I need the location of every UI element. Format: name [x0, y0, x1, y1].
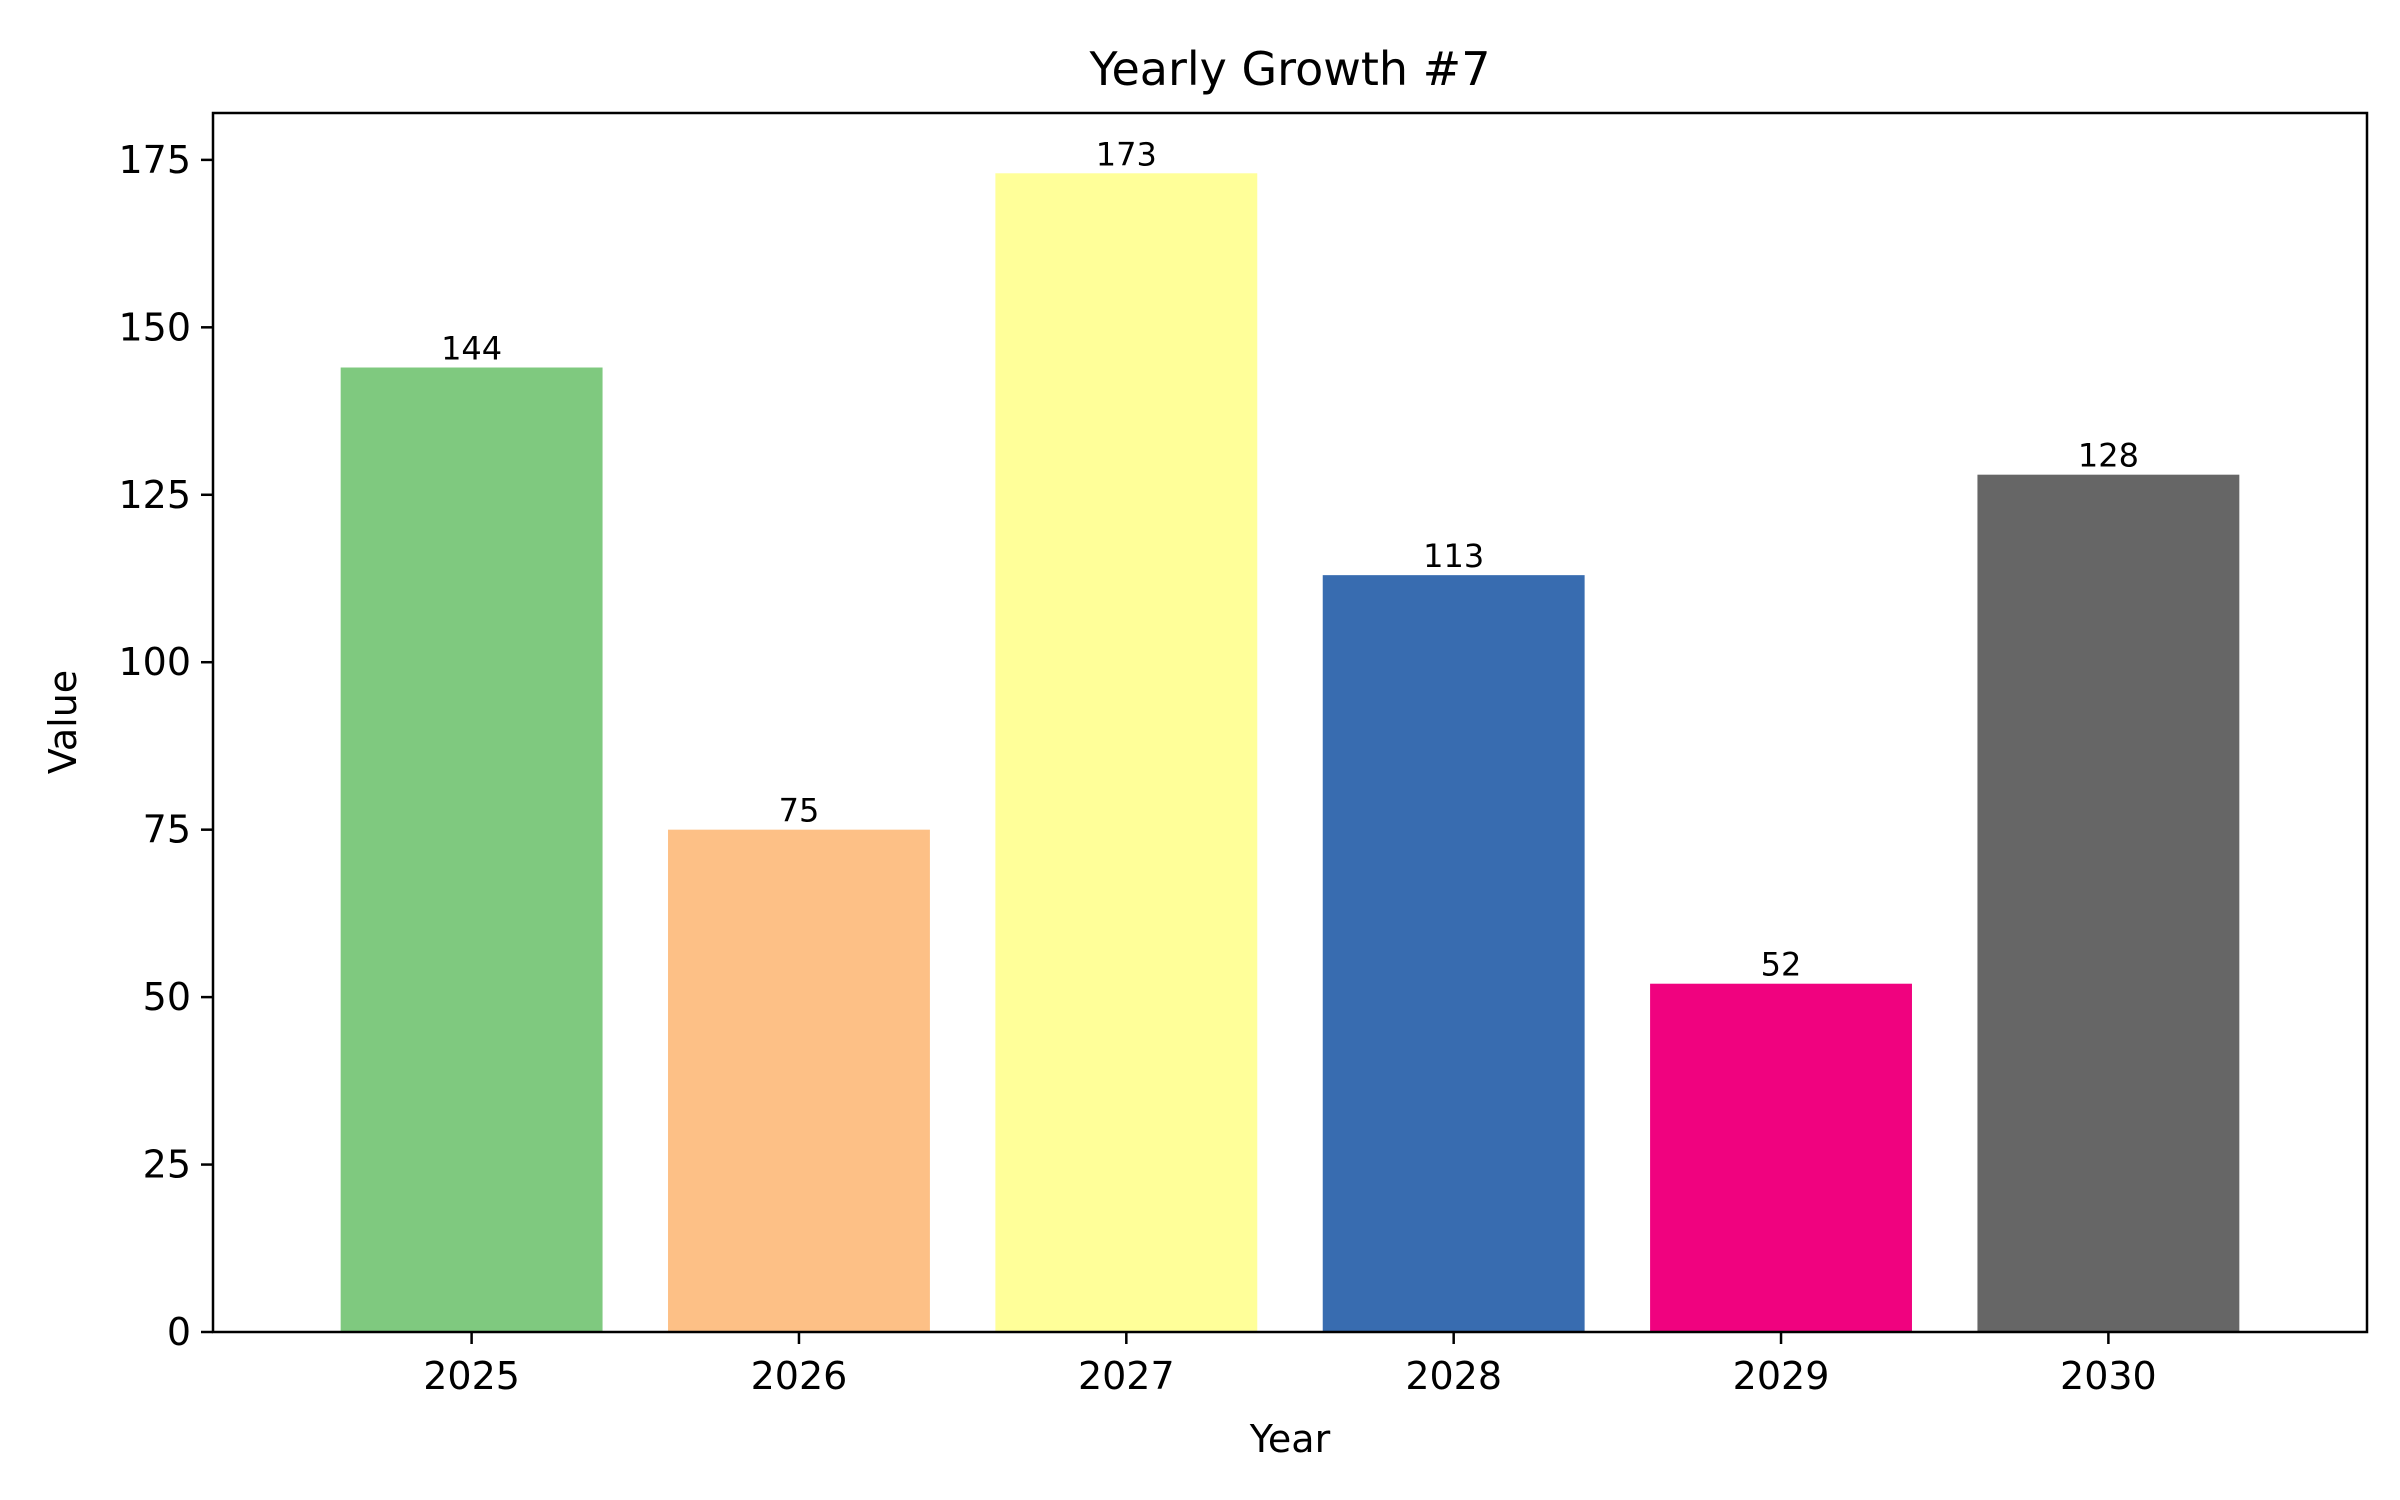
bar-2030: [1977, 474, 2240, 1333]
y-tick-label-50: 50: [143, 975, 191, 1019]
value-labels-layer: 144 75 173 113 52 128: [441, 135, 2139, 983]
y-tick-label-0: 0: [167, 1310, 191, 1354]
y-axis-label: Value: [41, 670, 85, 774]
x-tick-label-2028: 2028: [1405, 1354, 1502, 1398]
bar-value-label-2025: 144: [441, 330, 502, 368]
y-tick-label-175: 175: [118, 138, 191, 182]
y-tick-label-75: 75: [143, 808, 191, 852]
y-tick-label-100: 100: [118, 640, 191, 684]
x-tick-label-2030: 2030: [2060, 1354, 2157, 1398]
x-axis-label: Year: [1249, 1417, 1331, 1461]
bar-value-label-2030: 128: [2078, 437, 2139, 475]
bar-value-label-2027: 173: [1096, 135, 1157, 173]
x-axis-ticks: 2025 2026 2027 2028 2029 2030: [423, 1332, 2157, 1398]
bar-2026: [668, 829, 930, 1332]
bar-2025: [340, 367, 603, 1332]
bar-2028: [1322, 575, 1585, 1332]
x-tick-label-2027: 2027: [1078, 1354, 1175, 1398]
y-tick-label-25: 25: [143, 1143, 191, 1187]
y-axis-ticks: 0 25 50 75 100 125 150 175: [118, 138, 213, 1354]
bar-value-label-2026: 75: [779, 792, 820, 830]
bar-value-label-2029: 52: [1761, 946, 1802, 984]
bar-2027: [995, 173, 1258, 1332]
x-tick-label-2029: 2029: [1733, 1354, 1830, 1398]
bar-value-label-2028: 113: [1423, 537, 1484, 575]
x-tick-label-2025: 2025: [423, 1354, 520, 1398]
chart-title: Yearly Growth #7: [1089, 42, 1491, 96]
plot-frame: [211, 111, 2369, 1334]
y-tick-label-150: 150: [118, 305, 191, 349]
y-tick-label-125: 125: [118, 473, 191, 517]
x-tick-label-2026: 2026: [751, 1354, 848, 1398]
bar-2029: [1650, 983, 1912, 1332]
bars-layer: [340, 173, 2240, 1333]
